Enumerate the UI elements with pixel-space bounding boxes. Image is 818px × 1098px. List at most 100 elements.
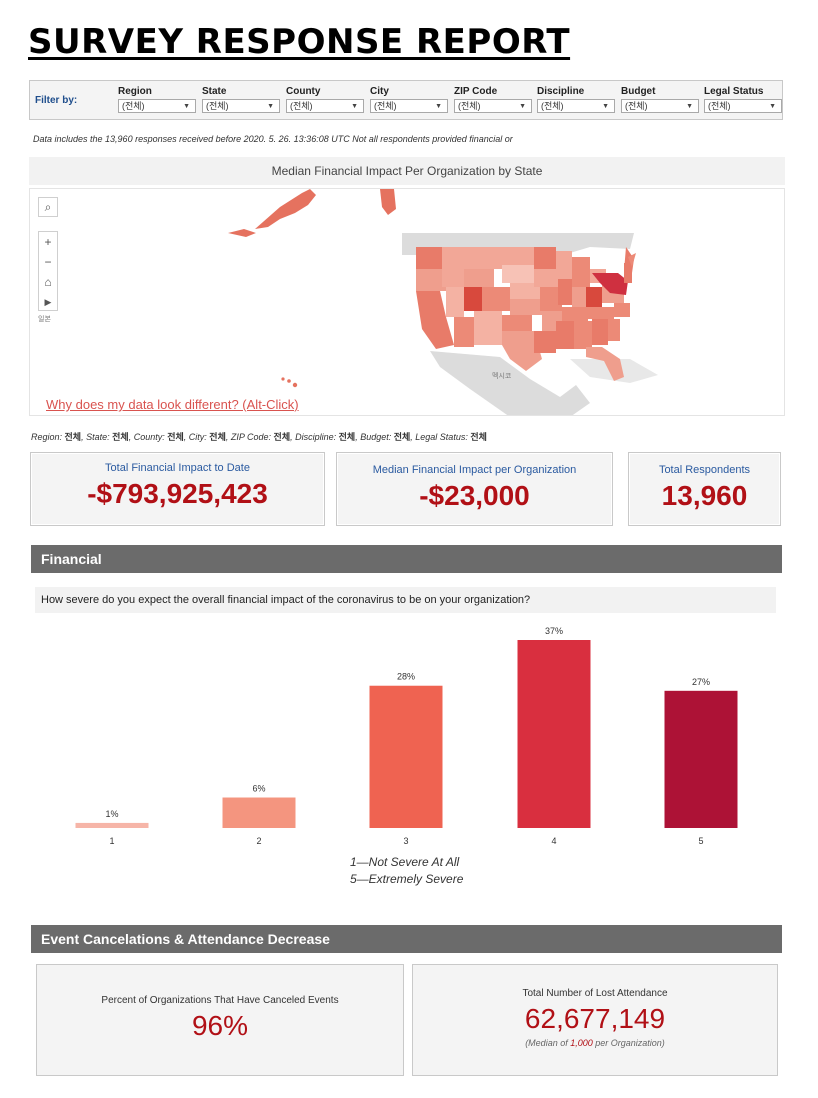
- map-state[interactable]: [624, 247, 634, 273]
- filter-label: Region: [118, 86, 152, 97]
- filter-label: County: [286, 86, 321, 97]
- filter-discipline[interactable]: Discipline (전체) ▼: [537, 86, 615, 113]
- map-state[interactable]: [446, 287, 464, 317]
- map-region-alaska-panhandle[interactable]: [380, 189, 396, 215]
- map-state[interactable]: [614, 303, 630, 317]
- map-state[interactable]: [534, 269, 558, 287]
- map-state[interactable]: [624, 263, 632, 283]
- filter-budget[interactable]: Budget (전체) ▼: [621, 86, 699, 113]
- map-state[interactable]: [416, 269, 446, 291]
- map-state[interactable]: [502, 265, 534, 283]
- filter-budget-select[interactable]: (전체) ▼: [621, 99, 699, 113]
- map-state[interactable]: [502, 247, 534, 265]
- filter-zip-code-select[interactable]: (전체) ▼: [454, 99, 532, 113]
- bar-3[interactable]: [369, 685, 443, 828]
- filter-county[interactable]: County (전체) ▼: [286, 86, 364, 113]
- zoom-out-icon[interactable]: −: [44, 255, 52, 269]
- caret-down-icon: ▼: [267, 103, 274, 110]
- map-view[interactable]: ⌕ + − ⌂ ▶ 일본 멕시코 Why does my data look d…: [29, 188, 785, 416]
- card-value: 96%: [191, 1010, 249, 1041]
- filter-legal-status[interactable]: Legal Status (전체) ▼: [704, 86, 782, 113]
- filter-label: Discipline: [537, 86, 585, 97]
- card-lost-attendance: Total Number of Lost Attendance 62,677,1…: [412, 964, 778, 1076]
- filter-state-select[interactable]: (전체) ▼: [202, 99, 280, 113]
- map-state[interactable]: [592, 273, 628, 295]
- summary-key: , City:: [183, 432, 210, 442]
- filter-zip-code[interactable]: ZIP Code (전체) ▼: [454, 86, 532, 113]
- map-state[interactable]: [416, 291, 454, 349]
- caret-down-icon: ▼: [519, 103, 526, 110]
- data-difference-link[interactable]: Why does my data look different? (Alt-Cl…: [46, 397, 299, 412]
- filter-bar: Filter by: Region (전체) ▼ State (전체) ▼ Coun…: [29, 80, 783, 120]
- filter-region[interactable]: Region (전체) ▼: [118, 86, 196, 113]
- map-state[interactable]: [572, 257, 590, 287]
- map-state[interactable]: [586, 287, 602, 307]
- filter-discipline-select[interactable]: (전체) ▼: [537, 99, 615, 113]
- summary-value: 전체: [470, 432, 487, 442]
- map-state[interactable]: [556, 251, 572, 279]
- filter-county-select[interactable]: (전체) ▼: [286, 99, 364, 113]
- map-state[interactable]: [454, 317, 474, 347]
- map-state[interactable]: [502, 315, 532, 331]
- bar-1[interactable]: [75, 822, 149, 828]
- filter-legal-status-select[interactable]: (전체) ▼: [704, 99, 782, 113]
- home-icon[interactable]: ⌂: [44, 275, 52, 289]
- filter-value: (전체): [290, 101, 313, 111]
- us-state-map[interactable]: [30, 189, 785, 416]
- map-state[interactable]: [482, 287, 510, 311]
- map-state[interactable]: [540, 287, 562, 311]
- bar-4[interactable]: [517, 640, 591, 828]
- scale-legend-max: 5—Extremely Severe: [350, 872, 464, 886]
- kpi-value: 13,960: [661, 480, 748, 511]
- map-state[interactable]: [592, 319, 608, 345]
- map-state[interactable]: [534, 247, 556, 269]
- summary-key: Region:: [31, 432, 65, 442]
- card-subtext: (Median of 1,000 per Organization): [413, 1038, 777, 1048]
- map-state[interactable]: [574, 321, 592, 349]
- map-state[interactable]: [556, 321, 574, 349]
- map-region-alaska[interactable]: [255, 189, 316, 229]
- caret-down-icon: ▼: [686, 103, 693, 110]
- map-state[interactable]: [628, 253, 636, 267]
- filter-region-select[interactable]: (전체) ▼: [118, 99, 196, 113]
- map-search-icon[interactable]: ⌕: [38, 197, 58, 217]
- kpi-total-impact: Total Financial Impact to Date -$793,925…: [30, 452, 325, 526]
- bar-2[interactable]: [222, 797, 296, 828]
- map-state[interactable]: [510, 299, 542, 315]
- x-tick-label: 3: [403, 836, 408, 846]
- map-state[interactable]: [558, 279, 572, 305]
- map-region-hawaii[interactable]: [281, 377, 298, 388]
- filter-state[interactable]: State (전체) ▼: [202, 86, 280, 113]
- map-state[interactable]: [608, 319, 620, 341]
- map-state[interactable]: [572, 287, 586, 307]
- map-state[interactable]: [474, 311, 502, 345]
- map-state[interactable]: [464, 287, 482, 311]
- filter-by-label: Filter by:: [35, 95, 78, 106]
- filter-city[interactable]: City (전체) ▼: [370, 86, 448, 113]
- map-state[interactable]: [588, 307, 614, 319]
- map-state[interactable]: [586, 347, 624, 381]
- map-state[interactable]: [534, 331, 556, 353]
- caret-down-icon: ▼: [351, 103, 358, 110]
- map-state[interactable]: [442, 247, 464, 287]
- map-state[interactable]: [464, 247, 502, 269]
- filter-city-select[interactable]: (전체) ▼: [370, 99, 448, 113]
- map-state[interactable]: [502, 331, 542, 371]
- kpi-total-respondents: Total Respondents 13,960: [628, 452, 781, 526]
- map-state[interactable]: [562, 307, 588, 321]
- map-state[interactable]: [416, 247, 442, 269]
- zoom-in-icon[interactable]: +: [44, 235, 52, 249]
- map-state[interactable]: [464, 269, 494, 287]
- map-region-aleutian[interactable]: [228, 229, 256, 237]
- summary-key: , State:: [81, 432, 113, 442]
- card-label: Percent of Organizations That Have Cance…: [101, 995, 339, 1006]
- map-label-mexico: 멕시코: [492, 373, 512, 380]
- kpi-median-impact: Median Financial Impact per Organization…: [336, 452, 613, 526]
- pan-arrow-icon[interactable]: ▶: [44, 297, 52, 307]
- summary-value: 전체: [273, 432, 291, 442]
- map-states[interactable]: [416, 247, 636, 381]
- map-state[interactable]: [510, 283, 540, 299]
- bar-5[interactable]: [664, 690, 738, 828]
- map-label-japan: 일본: [38, 316, 51, 323]
- summary-value: 전체: [64, 432, 82, 442]
